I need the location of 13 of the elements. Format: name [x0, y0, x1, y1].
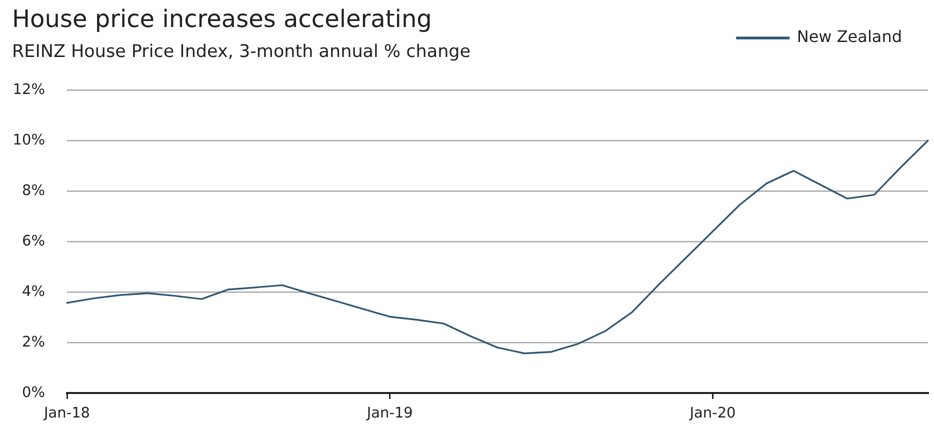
y-tick-label: 8%	[22, 182, 45, 199]
chart-subtitle: REINZ House Price Index, 3-month annual % change	[12, 41, 471, 63]
x-tick-label: Jan-18	[42, 405, 90, 422]
legend-label: New Zealand	[796, 27, 902, 46]
y-tick-label: 0%	[22, 384, 45, 401]
x-tick-label: Jan-20	[688, 405, 736, 422]
x-tick-label: Jan-19	[366, 405, 413, 422]
y-tick-label: 12%	[12, 82, 45, 98]
chart-title: House price increases accelerating	[12, 4, 432, 34]
y-tick-label: 4%	[22, 284, 45, 300]
y-tick-label: 2%	[22, 334, 45, 350]
y-tick-label: 10%	[12, 132, 45, 148]
y-tick-label: 6%	[22, 233, 45, 250]
